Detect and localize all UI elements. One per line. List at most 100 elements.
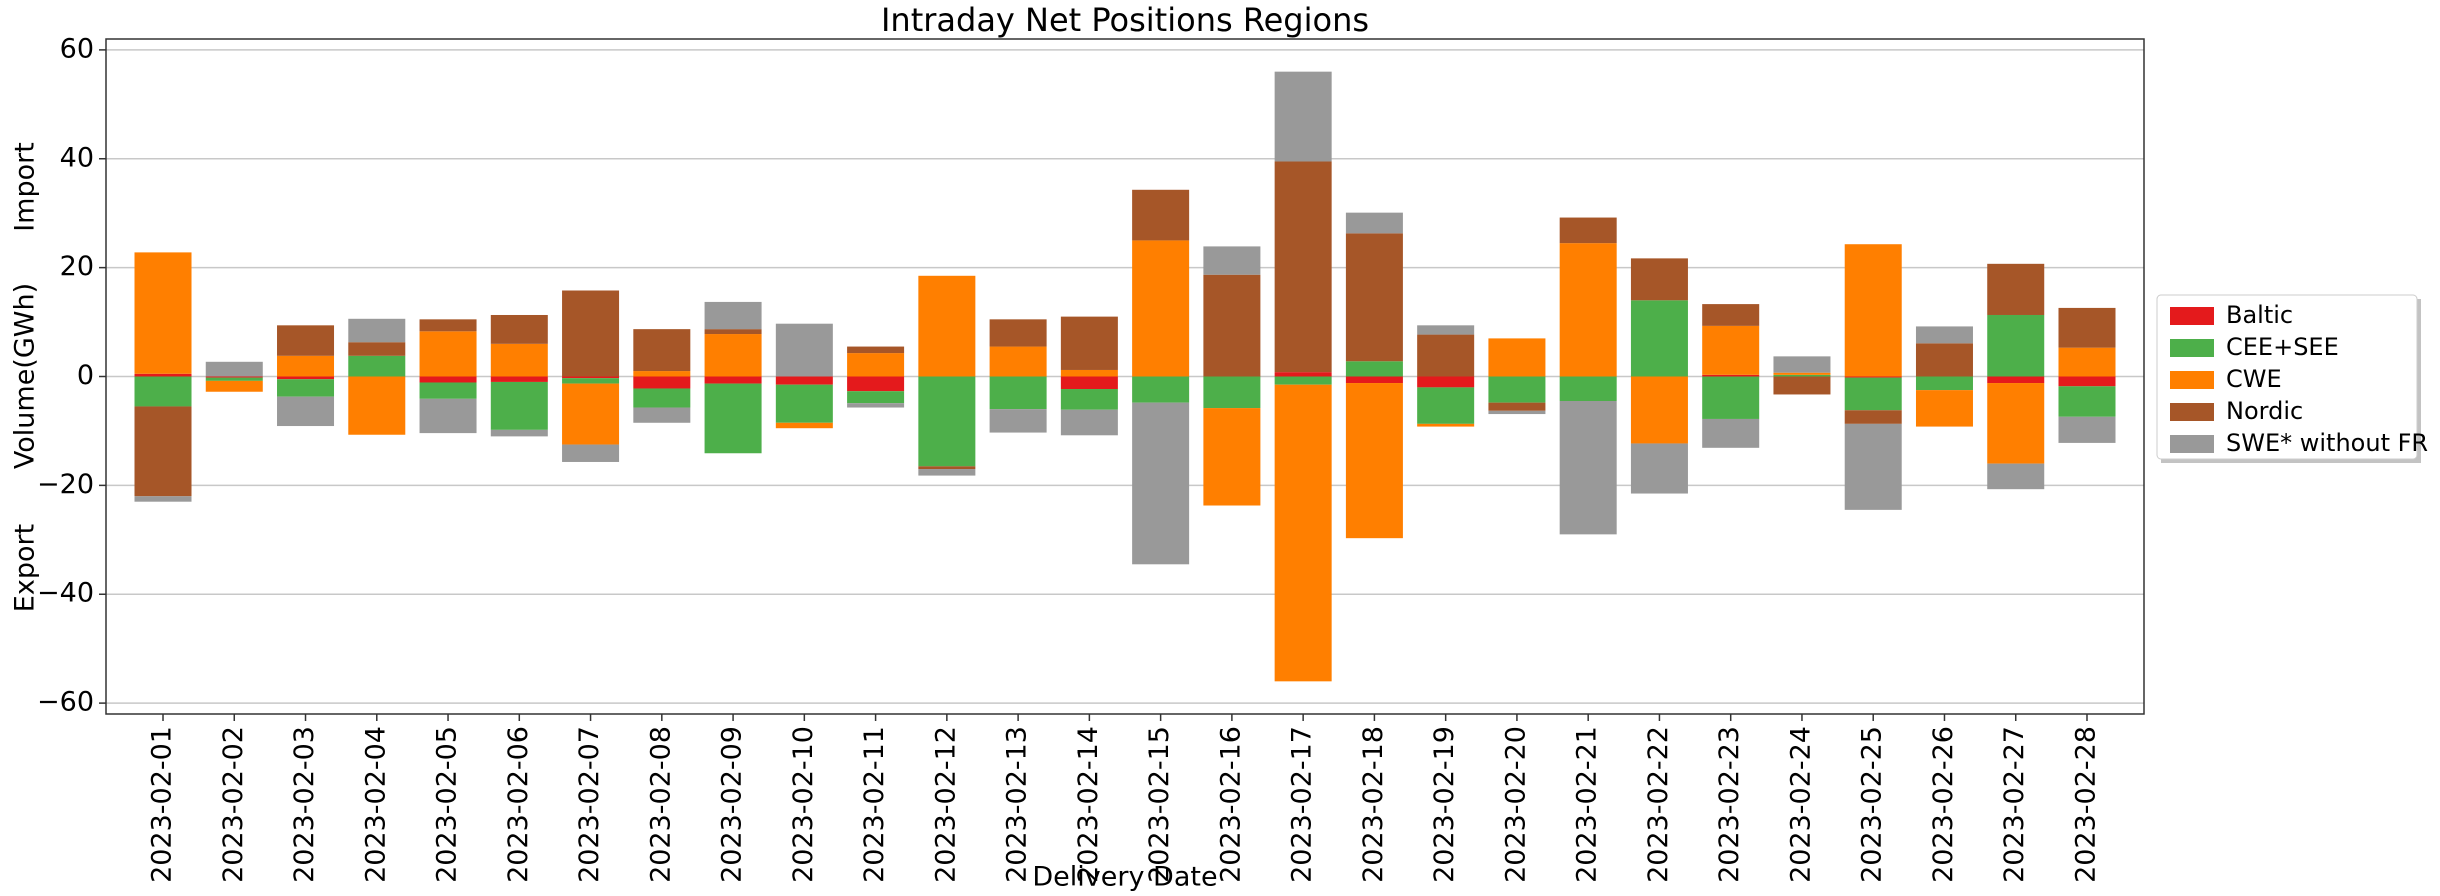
x-tick-label: 2023-02-20 <box>1500 726 1531 883</box>
bar <box>419 398 477 434</box>
bar <box>490 376 548 382</box>
bar <box>1203 274 1261 377</box>
bar <box>1345 376 1403 384</box>
bar <box>1132 240 1190 377</box>
bar <box>1630 300 1688 377</box>
x-tick-label: 2023-02-26 <box>1928 726 1959 883</box>
bar <box>1488 402 1546 411</box>
bar <box>348 376 406 435</box>
x-tick-label: 2023-02-01 <box>147 726 178 883</box>
bar <box>704 301 762 330</box>
bar <box>1915 343 1973 377</box>
bar <box>490 314 548 344</box>
bar <box>1559 243 1617 377</box>
x-tick-label: 2023-02-18 <box>1358 726 1389 883</box>
x-tick-label: 2023-02-03 <box>289 726 320 883</box>
x-tick-label: 2023-02-07 <box>574 726 605 883</box>
bar <box>348 318 406 343</box>
y-tick-label: 20 <box>60 251 94 282</box>
bar <box>775 376 833 385</box>
x-tick-label: 2023-02-06 <box>503 726 534 883</box>
bar <box>1274 372 1332 377</box>
bar <box>633 407 691 423</box>
bar <box>134 376 192 407</box>
bar <box>562 383 620 445</box>
bar <box>918 469 976 476</box>
bar <box>1773 376 1831 395</box>
bar <box>989 409 1047 433</box>
y-axis-label-bottom: Export <box>10 524 41 612</box>
bar <box>277 379 335 397</box>
bar <box>918 466 976 470</box>
bar <box>633 329 691 372</box>
legend: Baltic CEE+SEE CWE Nordic SWE* without FR <box>2156 294 2428 463</box>
bar <box>1702 418 1760 448</box>
bar <box>562 444 620 462</box>
legend-swatch <box>2170 435 2214 453</box>
bar <box>1417 387 1475 424</box>
bar <box>1488 376 1546 403</box>
legend-box <box>2156 294 2418 460</box>
bar <box>1488 410 1546 415</box>
y-tick-label: 60 <box>60 33 94 64</box>
bar <box>1987 383 2045 464</box>
bar <box>1132 189 1190 241</box>
bar <box>1702 325 1760 375</box>
bar <box>1417 376 1475 388</box>
x-tick-label: 2023-02-15 <box>1144 726 1175 883</box>
y-tick-label: −20 <box>37 469 94 500</box>
legend-label: Nordic <box>2226 397 2303 425</box>
bar <box>2058 307 2116 348</box>
y-tick-label: 40 <box>60 142 94 173</box>
y-axis-label: Volume(GWh) <box>10 283 41 469</box>
x-tick-label: 2023-02-12 <box>930 726 961 883</box>
bar <box>1060 376 1118 390</box>
x-tick-label: 2023-02-28 <box>2070 726 2101 883</box>
bar <box>1559 217 1617 244</box>
bar <box>775 384 833 423</box>
legend-label: Baltic <box>2226 301 2293 329</box>
bar <box>1844 244 1902 377</box>
bar <box>1345 361 1403 377</box>
bar <box>134 406 192 497</box>
bar <box>633 376 691 389</box>
chart-title: Intraday Net Positions Regions <box>881 1 1369 39</box>
bar <box>1773 356 1831 373</box>
bar <box>490 381 548 430</box>
x-tick-label: 2023-02-22 <box>1643 726 1674 883</box>
bar <box>205 377 263 381</box>
bar <box>704 334 762 377</box>
bar <box>1915 376 1973 391</box>
bar <box>277 376 335 380</box>
bar <box>847 376 905 392</box>
bar <box>348 342 406 356</box>
bar <box>2058 347 2116 377</box>
bar <box>989 376 1047 410</box>
bar <box>847 353 905 377</box>
bar <box>1417 325 1475 335</box>
bar <box>989 319 1047 347</box>
plot-frame <box>105 38 2145 715</box>
y-tick-label: −60 <box>37 687 94 718</box>
legend-swatch <box>2170 371 2214 389</box>
bar <box>847 403 905 408</box>
x-tick-label: 2023-02-25 <box>1857 726 1888 883</box>
bar <box>847 391 905 404</box>
bar <box>348 355 406 377</box>
x-tick-label: 2023-02-02 <box>218 726 249 883</box>
bar <box>2058 416 2116 443</box>
bar <box>1702 376 1760 419</box>
bar <box>134 373 192 377</box>
bar <box>633 371 691 377</box>
x-tick-label: 2023-02-27 <box>1999 726 2030 883</box>
bar <box>1274 71 1332 162</box>
bar <box>704 383 762 454</box>
bar <box>277 355 335 377</box>
bar <box>1488 338 1546 377</box>
x-tick-label: 2023-02-17 <box>1287 726 1318 883</box>
bar <box>419 376 477 383</box>
bar <box>1773 372 1831 375</box>
x-tick-label: 2023-02-13 <box>1002 726 1033 883</box>
bar <box>562 378 620 384</box>
